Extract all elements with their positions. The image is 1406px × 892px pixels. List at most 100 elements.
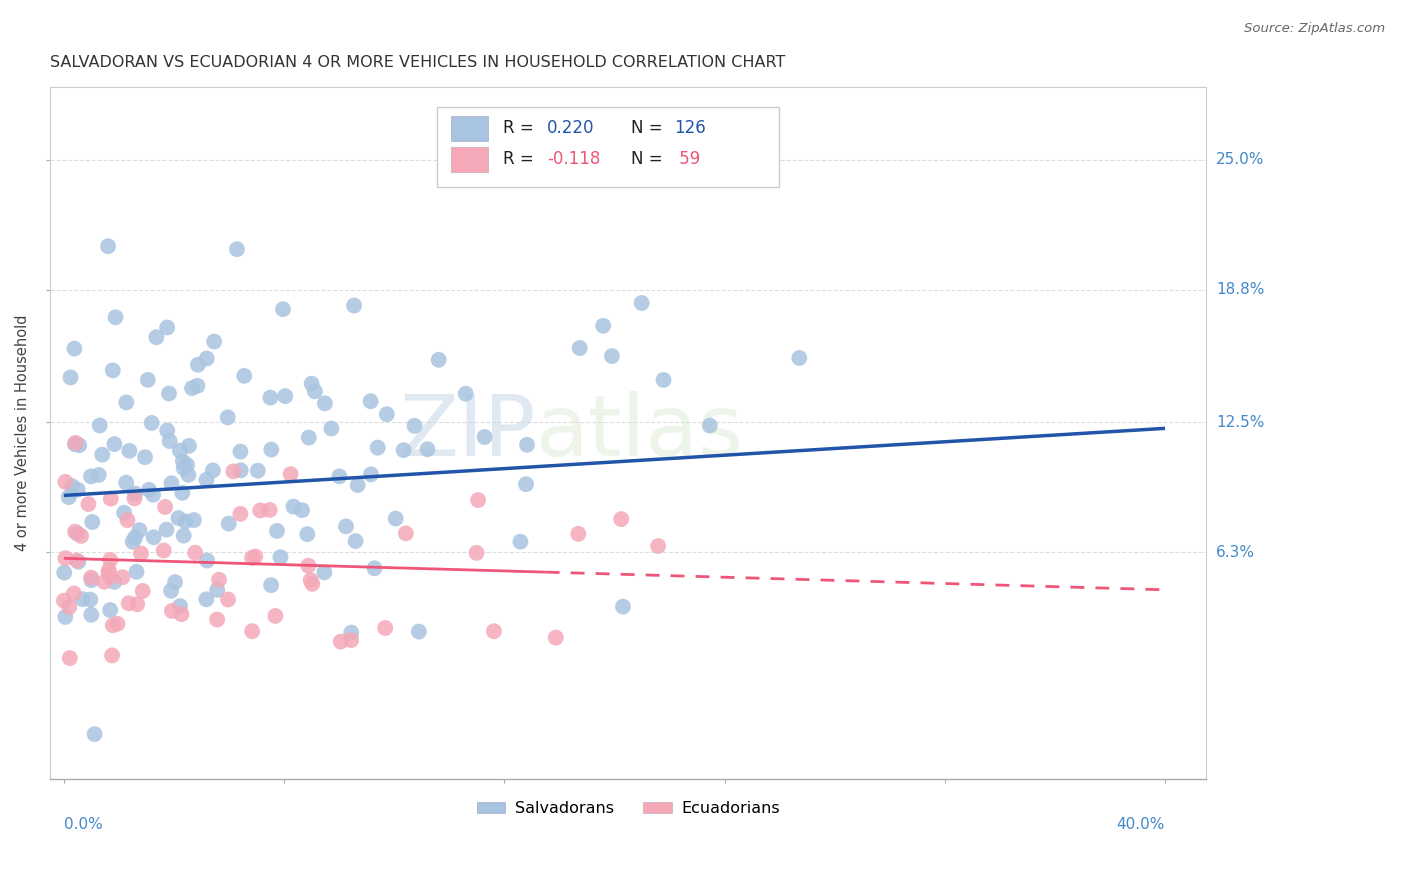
Point: [260, 578, 283, 592]
Point: [160, 476, 183, 491]
Point: [67, 555, 90, 569]
Point: [157, 386, 180, 401]
Point: [124, 491, 146, 506]
Point: [630, 296, 652, 310]
Point: [271, 302, 294, 317]
Point: [156, 424, 179, 438]
Point: [328, 469, 350, 483]
Legend: Salvadorans, Ecuadorians: Salvadorans, Ecuadorians: [471, 795, 786, 822]
Point: [160, 604, 183, 618]
Point: [98, 603, 121, 617]
Point: [101, 618, 124, 632]
Point: [117, 513, 139, 527]
Point: [80, 573, 103, 587]
Point: [291, 503, 314, 517]
Point: [100, 491, 122, 506]
Point: [363, 561, 385, 575]
Point: [169, 443, 191, 458]
Point: [612, 599, 634, 614]
Y-axis label: 4 or more Vehicles in Household: 4 or more Vehicles in Household: [15, 314, 30, 550]
Point: [218, 516, 240, 531]
Point: [63, 342, 86, 356]
Point: [266, 524, 288, 538]
Point: [329, 634, 352, 648]
Point: [72, 592, 94, 607]
Point: [217, 410, 239, 425]
Point: [58, 599, 80, 614]
Point: [335, 519, 357, 533]
Point: [592, 318, 614, 333]
Point: [77, 497, 100, 511]
Point: [142, 488, 165, 502]
Point: [229, 463, 252, 477]
Point: [129, 546, 152, 560]
Point: [67, 438, 90, 452]
Point: [195, 473, 218, 487]
Point: [80, 570, 103, 584]
Point: [384, 511, 406, 525]
Point: [124, 486, 146, 500]
Point: [187, 358, 209, 372]
Point: [98, 553, 121, 567]
Point: [260, 442, 283, 457]
Point: [269, 550, 291, 565]
Point: [515, 477, 537, 491]
Point: [610, 512, 633, 526]
Point: [222, 464, 245, 478]
Point: [195, 592, 218, 607]
Point: [104, 310, 127, 325]
Point: [66, 526, 89, 541]
Point: [195, 351, 218, 366]
Point: [65, 436, 87, 450]
Point: [454, 386, 477, 401]
Point: [59, 370, 82, 384]
Point: [118, 596, 141, 610]
Point: [299, 573, 322, 587]
Point: [173, 528, 195, 542]
Point: [314, 396, 336, 410]
Point: [652, 373, 675, 387]
Point: [60, 479, 83, 493]
Point: [101, 363, 124, 377]
Point: [360, 394, 382, 409]
Point: [274, 389, 297, 403]
Text: -0.118: -0.118: [547, 150, 600, 169]
Point: [226, 242, 249, 256]
Text: N =: N =: [630, 120, 668, 137]
Point: [128, 523, 150, 537]
Point: [240, 550, 263, 565]
Point: [201, 463, 224, 477]
Point: [181, 381, 204, 395]
Point: [568, 341, 591, 355]
Point: [145, 330, 167, 344]
Point: [138, 483, 160, 497]
Point: [118, 443, 141, 458]
Point: [63, 437, 86, 451]
Point: [264, 609, 287, 624]
Point: [304, 384, 326, 399]
Point: [141, 416, 163, 430]
Point: [217, 592, 239, 607]
Text: 40.0%: 40.0%: [1116, 817, 1166, 832]
Point: [121, 534, 143, 549]
Point: [202, 334, 225, 349]
Point: [321, 421, 343, 435]
Point: [343, 299, 366, 313]
Point: [66, 553, 89, 567]
Point: [170, 607, 193, 621]
Point: [647, 539, 669, 553]
Point: [360, 467, 382, 482]
Point: [115, 395, 138, 409]
Point: [474, 430, 496, 444]
Point: [375, 407, 398, 421]
Point: [111, 570, 134, 584]
Point: [93, 574, 115, 589]
Point: [340, 625, 363, 640]
Point: [367, 441, 389, 455]
Point: [169, 599, 191, 613]
Point: [395, 526, 418, 541]
Point: [408, 624, 430, 639]
Point: [283, 500, 305, 514]
Point: [165, 575, 187, 590]
Point: [699, 418, 721, 433]
